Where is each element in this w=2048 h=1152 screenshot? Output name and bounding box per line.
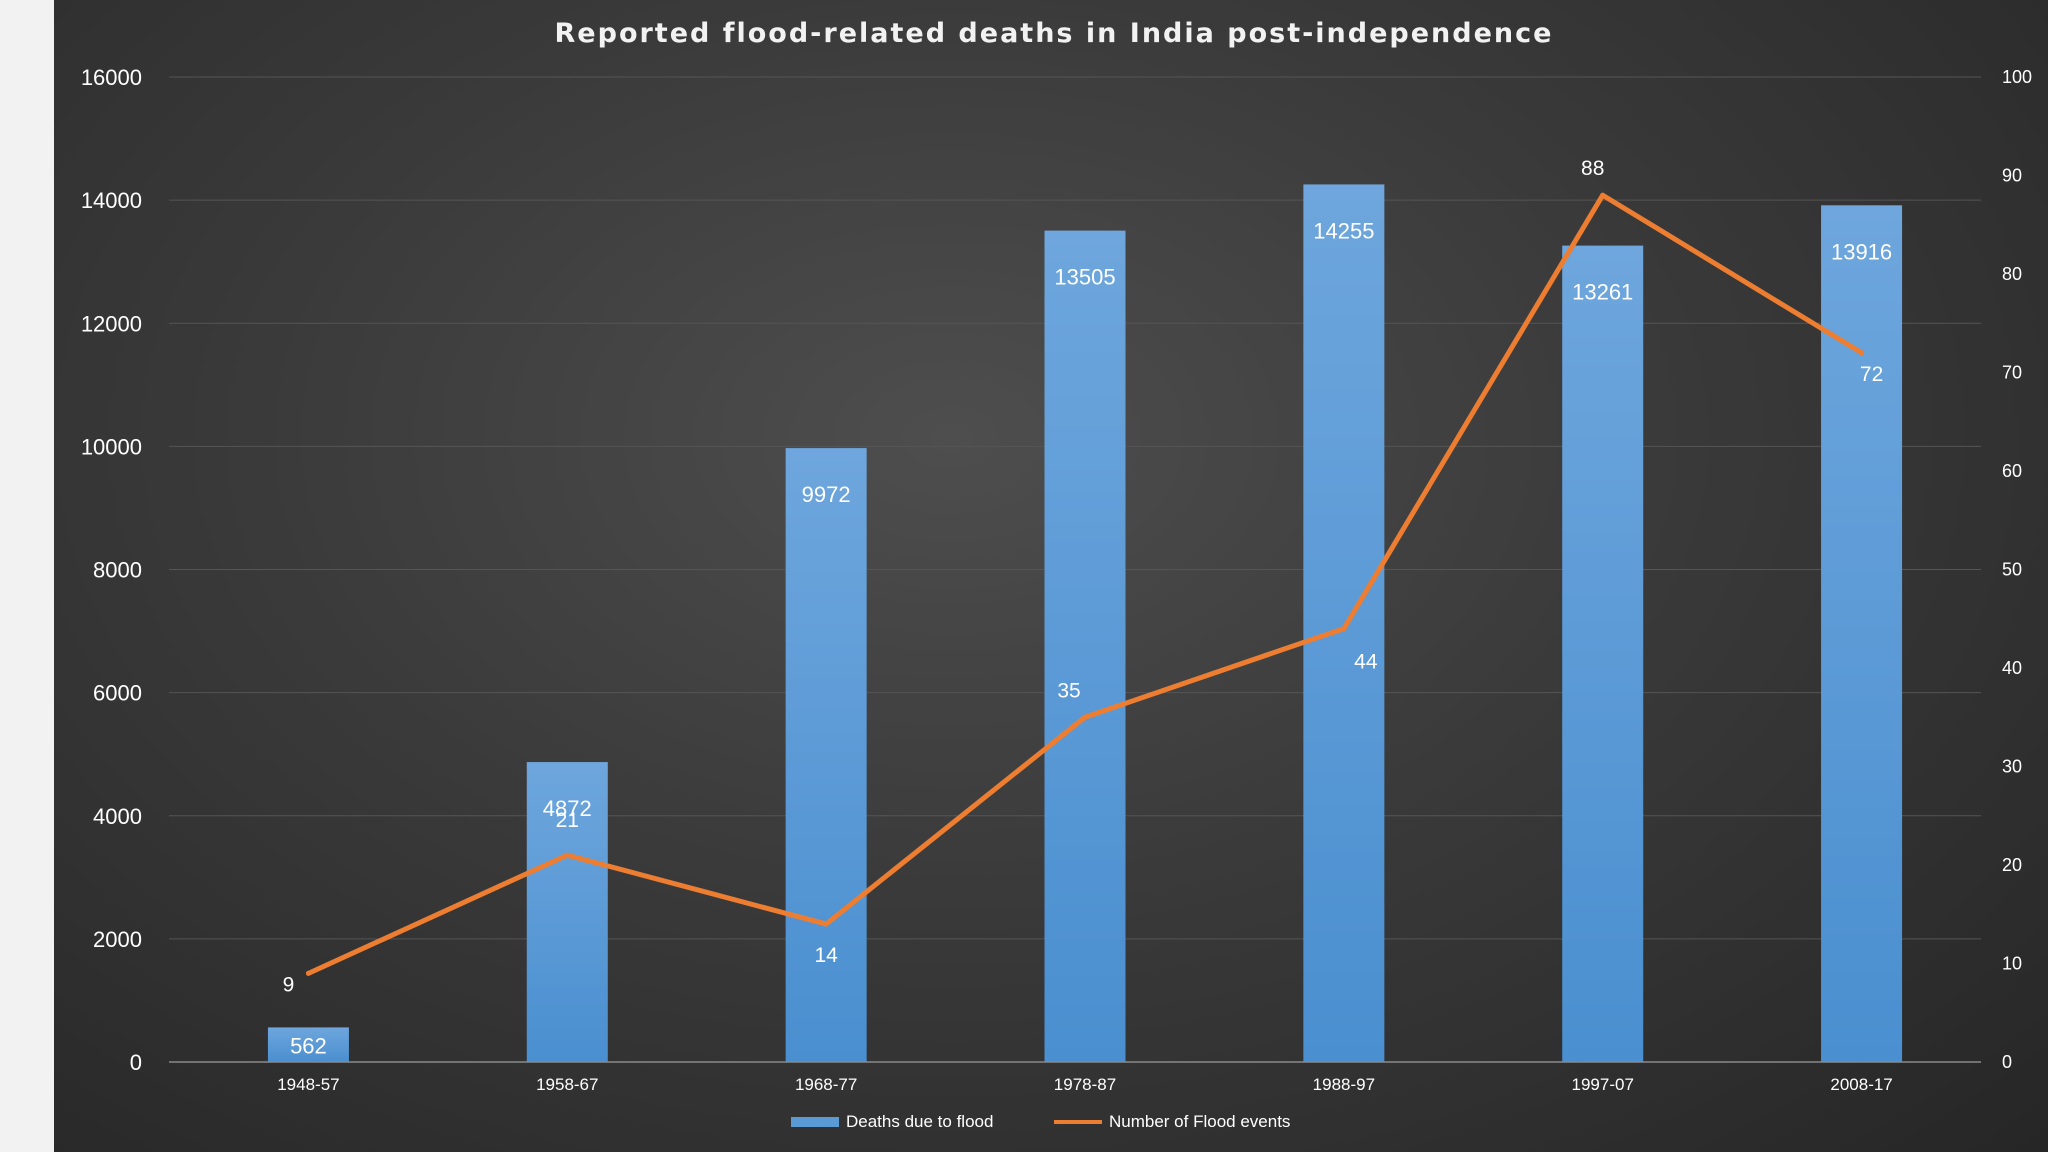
y-left-tick-label: 16000 — [81, 65, 142, 90]
x-tick-label: 1968-77 — [795, 1075, 857, 1094]
bar — [1044, 230, 1126, 1062]
line-data-label: 35 — [1057, 679, 1080, 702]
x-tick-label: 1988-97 — [1313, 1075, 1375, 1094]
line-data-label: 21 — [556, 809, 579, 832]
y-right-tick-label: 40 — [2002, 658, 2022, 678]
bar-data-label: 13261 — [1572, 280, 1633, 305]
bar-data-label: 14255 — [1313, 218, 1374, 243]
y-right-tick-label: 30 — [2002, 757, 2022, 777]
legend: Deaths due to flood Number of Flood event… — [791, 1112, 1290, 1131]
bar-data-label: 4872 — [543, 796, 592, 821]
y-right-tick-label: 50 — [2002, 560, 2022, 580]
bar-data-label: 9972 — [802, 482, 851, 507]
line-series — [305, 192, 1865, 976]
y-left-tick-label: 12000 — [81, 311, 142, 336]
bar-data-label: 13505 — [1054, 265, 1115, 290]
x-tick-label: 1948-57 — [277, 1075, 339, 1094]
line-data-label: 14 — [814, 944, 838, 967]
x-tick-label: 1997-07 — [1572, 1075, 1634, 1094]
y-left-tick-label: 14000 — [81, 188, 142, 213]
y-right-tick-label: 10 — [2002, 954, 2022, 974]
y-right-tick-label: 0 — [2002, 1052, 2012, 1072]
y-right-tick-label: 90 — [2002, 166, 2022, 186]
bar-series — [267, 184, 1903, 1062]
y-left-tick-label: 0 — [130, 1050, 142, 1075]
y-right-tick-label: 100 — [2002, 67, 2032, 87]
bar — [785, 448, 867, 1062]
line-point — [1341, 626, 1347, 632]
y-right-tick-label: 20 — [2002, 855, 2022, 875]
bar — [1821, 205, 1903, 1062]
bar-data-label: 562 — [290, 1033, 327, 1058]
line-data-label: 44 — [1354, 651, 1378, 674]
line-data-label: 9 — [283, 973, 295, 996]
legend-label: Deaths due to flood — [846, 1112, 993, 1131]
x-tick-label: 1978-87 — [1054, 1075, 1116, 1094]
line-point — [305, 970, 311, 976]
bar — [267, 1027, 349, 1062]
bar — [1303, 184, 1385, 1062]
line-point — [823, 921, 829, 927]
y-right-tick-label: 70 — [2002, 363, 2022, 383]
bar — [526, 762, 608, 1062]
legend-label: Number of Flood events — [1109, 1112, 1290, 1131]
chart-svg: Reported flood-related deaths in India p… — [81, 18, 2032, 1131]
y-left-tick-label: 8000 — [93, 558, 142, 583]
line-data-label: 88 — [1581, 157, 1604, 180]
x-tick-label: 2008-17 — [1830, 1075, 1892, 1094]
line-point — [1600, 192, 1606, 198]
chart-panel: Reported flood-related deaths in India p… — [54, 0, 2048, 1152]
line-data-label: 72 — [1860, 363, 1883, 386]
bar — [1562, 245, 1644, 1062]
x-tick-label: 1958-67 — [536, 1075, 598, 1094]
chart-title: Reported flood-related deaths in India p… — [555, 18, 1554, 49]
y-left-tick-label: 10000 — [81, 434, 142, 459]
data-labels: 562 4872 9972 13505 14255 13261 13916 9 21 14 35 44… — [283, 157, 1893, 1058]
line-point — [1082, 714, 1088, 720]
axes: 0 2000 4000 6000 8000 10000 12000 14000 16000 0 10… — [81, 65, 2032, 1094]
y-right-tick-label: 60 — [2002, 461, 2022, 481]
bar-data-label: 13916 — [1831, 239, 1892, 264]
y-left-tick-label: 6000 — [93, 681, 142, 706]
y-left-tick-label: 4000 — [93, 804, 142, 829]
y-left-tick-label: 2000 — [93, 927, 142, 952]
line-point — [1859, 350, 1865, 356]
legend-swatch-bar — [791, 1117, 839, 1127]
line-point — [564, 852, 570, 858]
y-right-tick-label: 80 — [2002, 264, 2022, 284]
